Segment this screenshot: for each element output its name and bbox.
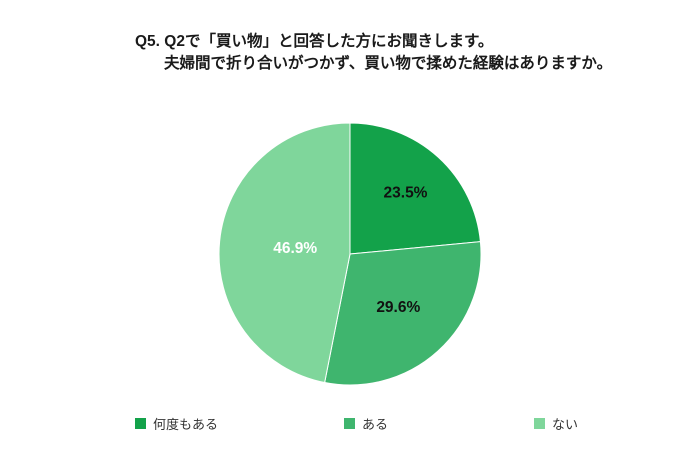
- pie-slice-value-0: 23.5%: [384, 185, 428, 202]
- legend-swatch-yes-icon: [344, 418, 355, 429]
- pie-slice-value-2: 46.9%: [273, 240, 317, 257]
- chart-title-line2: 夫婦間で折り合いがつかず、買い物で揉めた経験はありますか。: [164, 55, 613, 72]
- legend-item-no: ない: [534, 414, 578, 433]
- legend-label-many-times: 何度もある: [153, 417, 219, 432]
- legend-label-yes: ある: [362, 417, 389, 432]
- chart-title-line1: Q5. Q2で「買い物」と回答した方にお聞きします。: [135, 33, 494, 50]
- legend-item-many-times: 何度もある: [135, 414, 218, 433]
- legend-swatch-many-times-icon: [135, 418, 146, 429]
- legend-label-no: ない: [552, 417, 579, 432]
- pie-slice-1: [324, 241, 482, 386]
- pie-slice-2: [218, 122, 351, 384]
- pie-slice-value-1: 29.6%: [376, 299, 420, 316]
- chart-title: Q5. Q2で「買い物」と回答した方にお聞きします。 夫婦間で折り合いがつかず、…: [135, 31, 612, 75]
- legend-item-yes: ある: [344, 414, 388, 433]
- pie-slice-0: [349, 122, 481, 255]
- legend-swatch-no-icon: [534, 418, 545, 429]
